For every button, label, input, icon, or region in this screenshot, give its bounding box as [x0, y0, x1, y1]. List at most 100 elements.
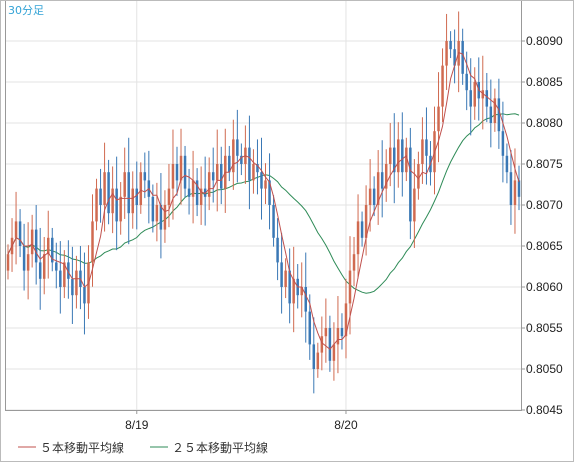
candle-body — [284, 270, 287, 287]
candle-body — [372, 188, 376, 205]
candle-body — [135, 188, 139, 205]
candle-body — [324, 328, 328, 337]
ma5-line — [7, 51, 520, 351]
y-tick-label: 0.8050 — [526, 362, 563, 376]
candle-body — [413, 188, 416, 222]
candle-body — [42, 254, 46, 279]
candle-body — [501, 131, 505, 156]
candle-body — [461, 41, 464, 74]
candle-body — [207, 172, 211, 197]
candle-body — [163, 205, 167, 230]
candle-body — [199, 188, 203, 205]
candle-body — [364, 205, 368, 238]
candle-body — [393, 147, 396, 173]
candle-body — [401, 139, 404, 173]
candle-body — [151, 196, 155, 222]
candle-body — [127, 172, 130, 214]
candle-body — [55, 262, 58, 271]
y-tick-label: 0.8060 — [526, 280, 563, 294]
candle-body — [167, 188, 171, 205]
candle-body — [107, 172, 110, 214]
y-tick-label: 0.8080 — [526, 116, 563, 130]
candle-body — [288, 270, 291, 304]
candle-body — [179, 155, 183, 181]
legend-ma25-label: ２５本移動平均線 — [172, 440, 268, 455]
candle-body — [356, 221, 360, 255]
candle-body — [332, 344, 336, 361]
candle-body — [473, 82, 476, 107]
candle-body — [340, 328, 344, 337]
candle-body — [26, 254, 30, 271]
candle-body — [469, 90, 472, 107]
candle-body — [256, 164, 259, 173]
candle-body — [336, 328, 340, 345]
candle-body — [252, 164, 255, 181]
candle-body — [497, 98, 501, 132]
candle-body — [465, 73, 468, 91]
candle-body — [123, 172, 126, 197]
candle-body — [384, 164, 388, 189]
candle-body — [453, 49, 456, 66]
candle-body — [211, 172, 215, 181]
candle-body — [260, 172, 263, 189]
candle-body — [175, 164, 179, 181]
candle-body — [493, 98, 497, 123]
candle-body — [139, 172, 143, 205]
ma5-series — [7, 51, 520, 351]
candle-body — [489, 106, 493, 123]
candlestick-series — [6, 11, 521, 394]
candle-body — [22, 246, 26, 271]
candle-body — [59, 270, 62, 287]
candle-body — [228, 155, 231, 173]
candle-body — [397, 139, 400, 173]
candle-body — [485, 90, 489, 107]
candle-body — [445, 41, 448, 66]
x-tick-label: 8/19 — [125, 418, 149, 432]
candle-body — [131, 188, 134, 214]
y-tick-label: 0.8075 — [526, 157, 563, 171]
x-axis: 8/19 8/20 — [125, 410, 358, 432]
candle-body — [187, 188, 191, 197]
candle-body — [232, 139, 235, 173]
candle-body — [34, 229, 38, 263]
candle-body — [38, 262, 42, 279]
timeframe-label: 30分足 — [8, 4, 44, 17]
candle-body — [91, 221, 94, 263]
candle-body — [14, 221, 18, 238]
x-tick-label: 8/20 — [334, 418, 358, 432]
candle-body — [308, 311, 312, 345]
candle-body — [425, 139, 428, 156]
candle-body — [417, 164, 420, 189]
candle-body — [441, 65, 444, 107]
candle-body — [18, 221, 22, 246]
y-tick-label: 0.8085 — [526, 75, 563, 89]
candle-body — [240, 155, 243, 164]
candle-body — [99, 188, 102, 205]
candle-body — [513, 180, 517, 205]
candle-body — [509, 172, 513, 205]
candle-body — [195, 180, 199, 205]
candle-body — [481, 90, 485, 99]
candle-body — [268, 180, 271, 205]
candle-body — [276, 237, 279, 263]
candle-body — [183, 155, 187, 189]
candle-body — [95, 188, 98, 222]
candle-body — [171, 164, 175, 189]
candle-body — [191, 180, 195, 197]
candle-body — [119, 196, 122, 222]
candle-body — [380, 172, 384, 189]
candle-body — [292, 278, 295, 304]
candle-body — [103, 172, 106, 205]
candle-body — [111, 188, 114, 214]
y-tick-label: 0.8070 — [526, 198, 563, 212]
candle-body — [312, 344, 316, 369]
legend: ５本移動平均線 ２５本移動平均線 — [18, 440, 268, 455]
candle-body — [51, 237, 54, 263]
candle-body — [517, 180, 521, 197]
candle-body — [6, 254, 10, 271]
candle-body — [83, 287, 86, 304]
candle-body — [348, 270, 352, 304]
candle-body — [67, 262, 70, 279]
